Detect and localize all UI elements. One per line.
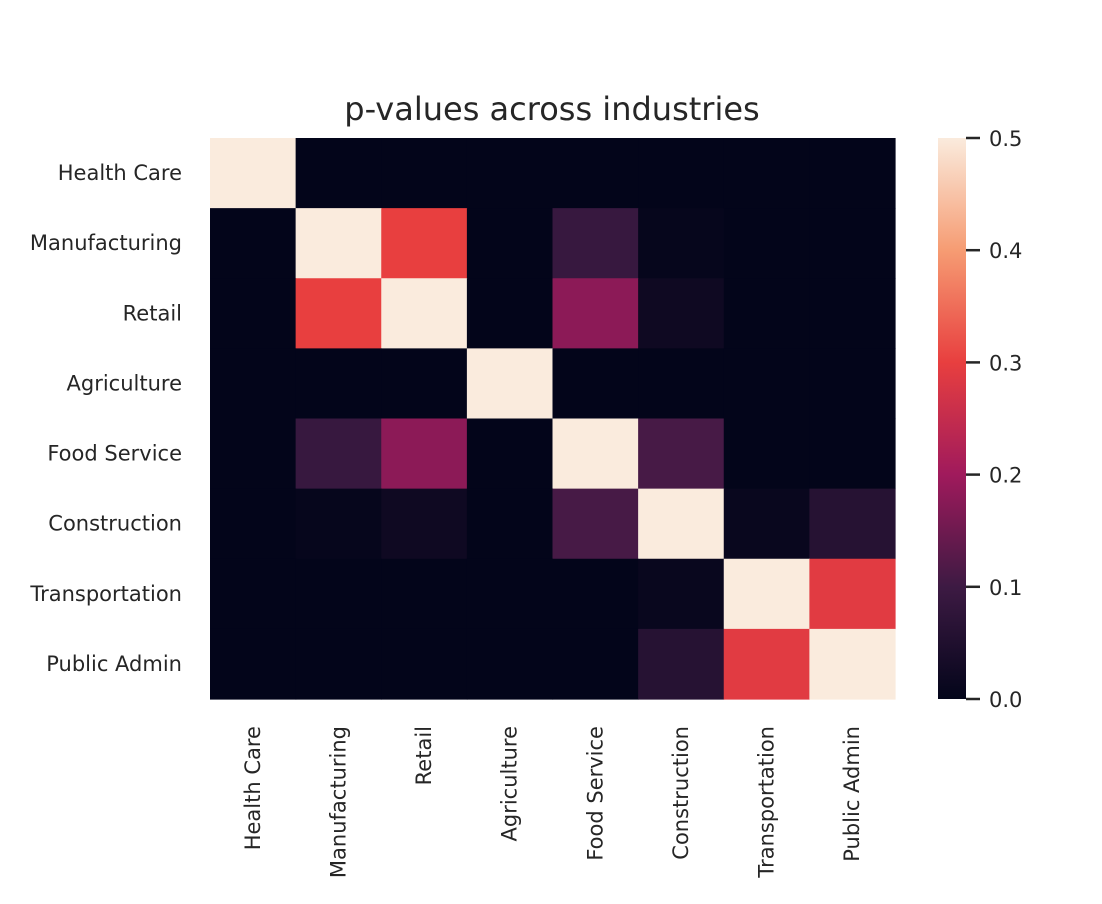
heatmap-cell [723,348,810,420]
column-tick-label: Food Service [583,726,607,861]
heatmap-cell [638,348,725,420]
heatmap-cell [381,558,468,630]
heatmap-cell [381,488,468,560]
heatmap-cell [210,278,297,349]
heatmap-cell [466,628,554,700]
colorbar-tick-label: 0.3 [989,351,1022,375]
column-tick-label: Retail [412,726,436,785]
column-tick-label: Construction [669,726,693,860]
heatmap-cell [638,278,725,349]
heatmap-cell [638,138,725,209]
colorbar-tick-label: 0.1 [989,576,1022,600]
heatmap-cell [638,488,725,560]
heatmap-cell [381,138,468,209]
heatmap-cell [809,278,896,349]
heatmap-cell [552,418,639,490]
heatmap-cell [723,208,810,279]
row-tick-label: Health Care [58,161,182,185]
heatmap-cell [638,418,725,490]
heatmap-cell [809,208,896,279]
heatmap-cell [210,418,297,490]
heatmap-cell [466,278,554,349]
row-labels: Health Care Manufacturing Retail Agricultur… [29,161,182,676]
column-tick-label: Health Care [241,726,265,850]
heatmap-cell [723,278,810,349]
column-tick-label: Public Admin [840,726,864,862]
row-tick-label: Transportation [29,582,182,606]
heatmap-cell [552,208,639,279]
heatmap-cell [466,138,554,209]
heatmap-cell [210,488,297,560]
colorbar-tick-label: 0.2 [989,464,1022,488]
heatmap-cells [210,138,896,700]
heatmap-cell [552,488,639,560]
column-labels: Health Care Manufacturing Retail Agricultur… [241,726,864,879]
heatmap-cell [295,628,382,700]
heatmap-cell [295,488,382,560]
row-tick-label: Construction [48,512,182,536]
heatmap-cell [210,208,297,279]
heatmap-cell [381,278,468,349]
column-tick-label: Manufacturing [326,726,350,878]
column-tick-label: Transportation [755,726,779,879]
heatmap-cell [723,418,810,490]
heatmap-cell [638,208,725,279]
heatmap-cell [552,348,639,420]
heatmap-cell [295,208,382,279]
heatmap-cell [295,348,382,420]
heatmap-cell [552,628,639,700]
heatmap-cell [381,418,468,490]
colorbar [938,138,966,699]
heatmap-cell [381,628,468,700]
heatmap-cell [809,628,896,700]
row-tick-label: Manufacturing [30,231,182,255]
colorbar-tick-label: 0.4 [989,239,1022,263]
heatmap-cell [210,348,297,420]
heatmap-cell [552,558,639,630]
heatmap-cell [723,138,810,209]
heatmap-cell [381,348,468,420]
heatmap-cell [809,558,896,630]
heatmap-cell [210,138,297,209]
heatmap-cell [466,558,554,630]
heatmap-cell [466,488,554,560]
heatmap-cell [809,348,896,420]
heatmap-cell [466,348,554,420]
heatmap-cell [210,558,297,630]
row-tick-label: Food Service [47,442,182,466]
heatmap-cell [638,628,725,700]
heatmap-cell [210,628,297,700]
colorbar-ticks: 0.0 0.1 0.2 0.3 0.4 0.5 [966,127,1022,712]
heatmap-cell [638,558,725,630]
heatmap-cell [723,628,810,700]
heatmap-cell [723,488,810,560]
heatmap-cell [466,208,554,279]
row-tick-label: Public Admin [46,652,182,676]
column-tick-label: Agriculture [498,726,522,842]
heatmap-cell [809,488,896,560]
chart-title: p-values across industries [344,90,759,128]
heatmap-cell [295,418,382,490]
heatmap-cell [466,418,554,490]
heatmap-cell [552,138,639,209]
heatmap-cell [552,278,639,349]
heatmap-cell [723,558,810,630]
colorbar-tick-label: 0.5 [989,127,1022,151]
heatmap-cell [809,418,896,490]
colorbar-tick-label: 0.0 [989,688,1022,712]
heatmap-cell [809,138,896,209]
row-tick-label: Retail [123,301,182,325]
heatmap-cell [381,208,468,279]
heatmap-cell [295,138,382,209]
heatmap-cell [295,558,382,630]
heatmap-cell [295,278,382,349]
row-tick-label: Agriculture [67,371,183,395]
